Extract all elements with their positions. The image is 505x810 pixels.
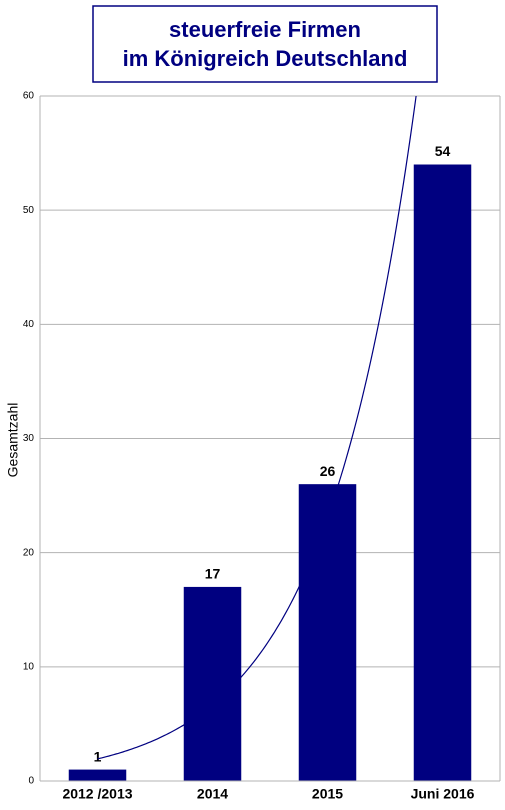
bar bbox=[298, 484, 357, 781]
value-label: 54 bbox=[435, 143, 451, 159]
y-tick-label: 50 bbox=[23, 205, 35, 216]
trendline-group bbox=[97, 96, 417, 760]
y-tick-label: 0 bbox=[28, 776, 34, 787]
value-label: 26 bbox=[320, 463, 336, 479]
bar bbox=[413, 164, 472, 781]
y-tick-label: 60 bbox=[23, 91, 35, 102]
bar bbox=[68, 769, 127, 781]
chart-title: im Königreich Deutschland bbox=[123, 46, 408, 71]
trendline bbox=[97, 96, 417, 760]
y-tick-label: 10 bbox=[23, 661, 35, 672]
value-label: 1 bbox=[94, 748, 102, 764]
title-box bbox=[92, 5, 438, 83]
x-tick-label: Juni 2016 bbox=[411, 786, 475, 802]
y-tick-label: 20 bbox=[23, 547, 35, 558]
y-tick-label: 40 bbox=[23, 319, 35, 330]
bar bbox=[183, 586, 242, 781]
chart-title: steuerfreie Firmen bbox=[169, 17, 361, 42]
value-label: 17 bbox=[205, 566, 221, 582]
x-tick-label: 2012 /2013 bbox=[62, 786, 132, 802]
y-axis-label: Gesamtzahl bbox=[5, 403, 21, 478]
y-tick-label: 30 bbox=[23, 433, 35, 444]
x-tick-label: 2014 bbox=[197, 786, 228, 802]
x-tick-label: 2015 bbox=[312, 786, 343, 802]
